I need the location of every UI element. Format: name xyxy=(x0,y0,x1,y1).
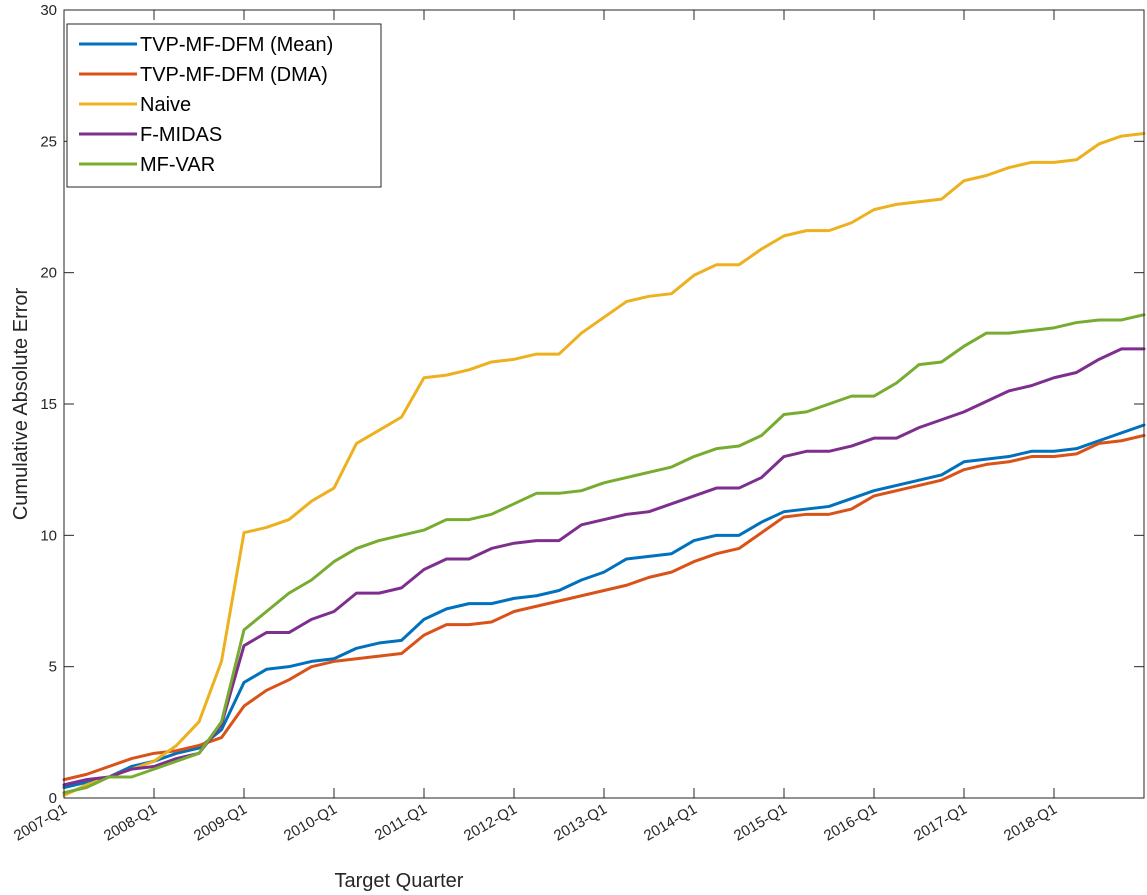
series-line-0 xyxy=(62,423,1146,789)
x-tick-label-4: 2011-Q1 xyxy=(372,801,430,844)
series-line-2 xyxy=(62,131,1146,797)
y-tick-label-3: 15 xyxy=(40,396,57,413)
y-tick-label-5: 25 xyxy=(40,133,57,150)
x-tick-label-11: 2018-Q1 xyxy=(1001,801,1060,845)
legend-label-4: MF-VAR xyxy=(140,154,215,176)
legend: TVP-MF-DFM (Mean) TVP-MF-DFM (DMA) Naive F-… xyxy=(66,23,382,188)
series-line-3 xyxy=(62,347,1146,787)
y-tick-label-6: 30 xyxy=(40,2,57,19)
x-tick-label-6: 2013-Q1 xyxy=(551,801,610,845)
legend-label-3: F-MIDAS xyxy=(140,124,222,146)
y-tick-label-4: 20 xyxy=(40,265,57,282)
x-tick-label-3: 2010-Q1 xyxy=(281,801,340,845)
x-tick-label-0: 2007-Q1 xyxy=(11,801,70,845)
x-tick-label-2: 2009-Q1 xyxy=(191,801,250,845)
x-tick-label-1: 2008-Q1 xyxy=(101,801,160,845)
series-line-4 xyxy=(62,313,1146,795)
y-tick-label-2: 10 xyxy=(40,527,57,544)
series-layer xyxy=(62,131,1146,797)
legend-label-1: TVP-MF-DFM (DMA) xyxy=(140,64,328,86)
x-tick-label-10: 2017-Q1 xyxy=(911,801,970,845)
y-tick-label-1: 5 xyxy=(49,659,57,676)
x-tick-label-5: 2012-Q1 xyxy=(461,801,520,845)
legend-label-2: Naive xyxy=(140,94,191,116)
x-tick-label-8: 2015-Q1 xyxy=(731,801,790,845)
x-tick-label-7: 2014-Q1 xyxy=(641,801,700,845)
x-tick-label-9: 2016-Q1 xyxy=(821,801,880,845)
series-line-1 xyxy=(62,434,1146,782)
legend-label-0: TVP-MF-DFM (Mean) xyxy=(140,34,333,56)
y-tick-label-0: 0 xyxy=(49,790,57,807)
y-axis-title: Cumulative Absolute Error xyxy=(10,288,32,521)
x-axis-title: Target Quarter xyxy=(335,870,464,892)
